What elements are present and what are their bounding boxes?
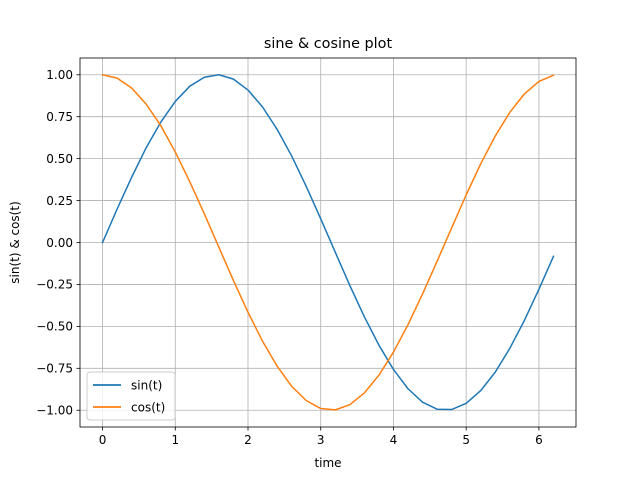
y-tick-label: −0.50 — [36, 320, 73, 334]
y-tick-label: 0.50 — [46, 152, 73, 166]
legend-frame — [86, 371, 176, 421]
y-tick-label: 0.75 — [46, 110, 73, 124]
x-axis-label: time — [314, 456, 341, 470]
y-tick-label: −0.25 — [36, 278, 73, 292]
series-line-cost — [101, 73, 555, 411]
x-tick-label: 1 — [171, 433, 179, 447]
x-tick-label: 3 — [317, 433, 325, 447]
y-tick-label: 1.00 — [46, 68, 73, 82]
ticks: 0 1 2 3 4 5 6 −1.00 −0.75 −0.50 −0.25 0.00 0.25 0.50 0… — [36, 68, 543, 447]
x-tick-label: 5 — [462, 433, 470, 447]
legend: sin(t) cos(t) — [86, 371, 176, 421]
y-tick-label: −1.00 — [36, 404, 73, 418]
x-tick-label: 6 — [535, 433, 543, 447]
y-tick-label: 0.25 — [46, 194, 73, 208]
chart-title: sine & cosine plot — [264, 36, 393, 52]
x-tick-label: 4 — [390, 433, 398, 447]
x-tick-label: 2 — [244, 433, 252, 447]
series-layer — [101, 73, 555, 411]
x-tick-label: 0 — [99, 433, 107, 447]
y-axis-label: sin(t) & cos(t) — [8, 201, 22, 284]
legend-label-sin: sin(t) — [131, 379, 162, 393]
y-tick-label: −0.75 — [36, 362, 73, 376]
y-tick-label: 0.00 — [46, 236, 73, 250]
series-line-sint — [101, 74, 555, 411]
legend-label-cos: cos(t) — [131, 401, 165, 415]
grid — [80, 58, 576, 427]
